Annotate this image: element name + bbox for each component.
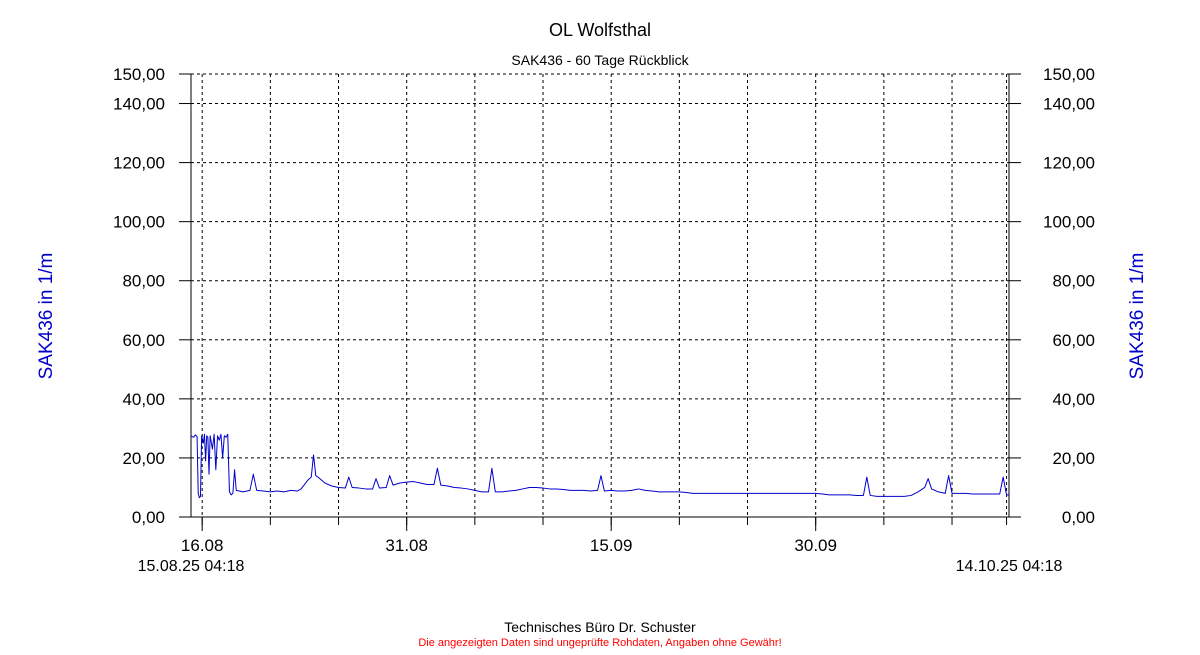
y-tick-label-left: 0,00 (132, 508, 165, 527)
y-tick-label-left: 150,00 (113, 65, 165, 84)
axis-layer: 0,00 0,00 20,00 20,00 40,00 40,00 60,00 60,00 80… (113, 65, 1095, 555)
y-tick-label-left: 140,00 (113, 95, 165, 114)
y-tick-label-right: 60,00 (1052, 331, 1095, 350)
footer-disclaimer: Die angezeigten Daten sind ungeprüfte Ro… (418, 637, 781, 649)
x-start-label: 15.08.25 04:18 (138, 558, 245, 575)
x-tick-label: 15.09 (590, 536, 633, 555)
y-tick-label-right: 120,00 (1043, 154, 1095, 173)
y-tick-label-right: 100,00 (1043, 213, 1095, 232)
y-tick-label-right: 40,00 (1052, 390, 1095, 409)
x-tick-label: 16.08 (181, 536, 224, 555)
y-tick-label-left: 60,00 (122, 331, 165, 350)
grid-layer (191, 73, 1009, 517)
chart-title: OL Wolfsthal (549, 20, 651, 40)
y-tick-label-right: 140,00 (1043, 95, 1095, 114)
x-end-label: 14.10.25 04:18 (956, 558, 1063, 575)
series-layer (190, 433, 1009, 499)
y-tick-label-right: 0,00 (1062, 508, 1095, 527)
footer-credit: Technisches Büro Dr. Schuster (504, 619, 696, 635)
y-tick-label-left: 80,00 (122, 272, 165, 291)
y-axis-label-right: SAK436 in 1/m (1127, 253, 1148, 380)
y-axis-label-left: SAK436 in 1/m (36, 253, 57, 380)
y-tick-label-right: 80,00 (1052, 272, 1095, 291)
series-line (190, 433, 1009, 499)
y-tick-label-left: 20,00 (122, 449, 165, 468)
y-tick-label-left: 40,00 (122, 390, 165, 409)
x-tick-label: 30.09 (794, 536, 837, 555)
y-tick-label-right: 150,00 (1043, 65, 1095, 84)
y-tick-label-left: 120,00 (113, 154, 165, 173)
y-tick-label-left: 100,00 (113, 213, 165, 232)
chart-subtitle: SAK436 - 60 Tage Rückblick (511, 52, 689, 68)
x-tick-label: 31.08 (385, 536, 428, 555)
y-tick-label-right: 20,00 (1052, 449, 1095, 468)
